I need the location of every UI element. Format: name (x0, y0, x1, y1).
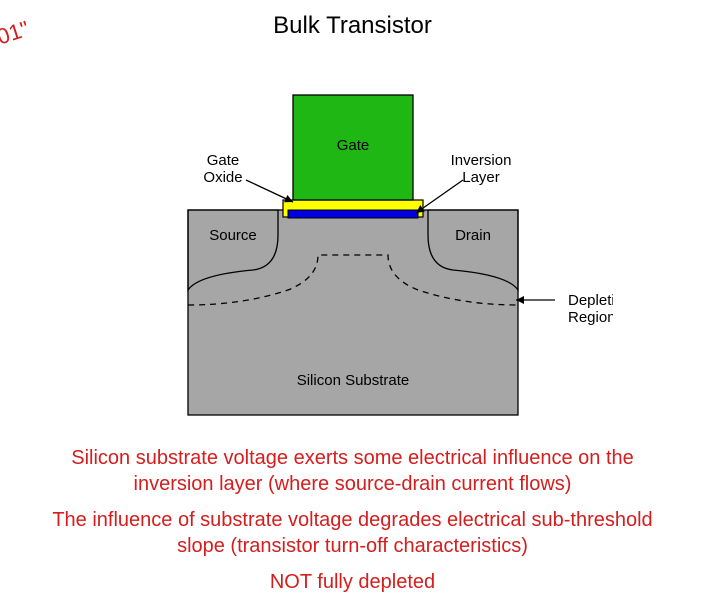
svg-text:Drain: Drain (455, 227, 491, 244)
caption-1: Silicon substrate voltage exerts some el… (30, 445, 675, 497)
svg-text:Region: Region (568, 309, 613, 326)
svg-text:Source: Source (209, 227, 257, 244)
transistor-diagram: GateSourceDrainSilicon SubstrateGateOxid… (0, 60, 705, 440)
caption-2: The influence of substrate voltage degra… (30, 507, 675, 559)
svg-text:Gate: Gate (206, 152, 239, 169)
diagram-svg: GateSourceDrainSilicon SubstrateGateOxid… (93, 60, 613, 440)
svg-text:Inversion: Inversion (450, 152, 511, 169)
svg-text:Gate: Gate (336, 137, 369, 154)
svg-text:Oxide: Oxide (203, 169, 242, 186)
svg-text:Silicon Substrate: Silicon Substrate (296, 372, 409, 389)
caption-3: NOT fully depleted (30, 569, 675, 595)
page-title: Bulk Transistor (0, 0, 705, 40)
svg-text:Layer: Layer (462, 169, 500, 186)
caption-block: Silicon substrate voltage exerts some el… (0, 445, 705, 605)
svg-text:Depletion: Depletion (568, 292, 613, 309)
